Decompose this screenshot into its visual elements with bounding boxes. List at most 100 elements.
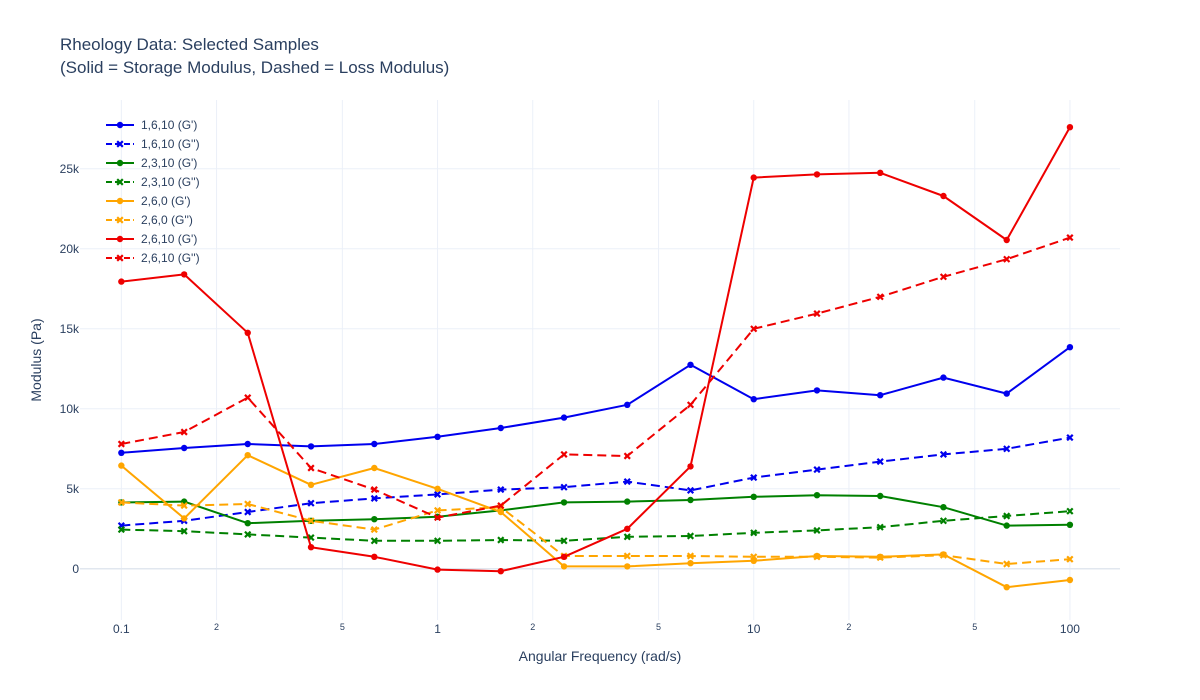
data-point[interactable]: [813, 492, 821, 499]
data-point[interactable]: [750, 174, 757, 181]
data-point[interactable]: [497, 502, 505, 510]
data-point[interactable]: [497, 568, 504, 575]
data-point[interactable]: [940, 374, 947, 381]
data-point[interactable]: [623, 552, 631, 560]
data-point[interactable]: [497, 536, 505, 544]
data-point[interactable]: [434, 433, 441, 440]
data-point[interactable]: [244, 440, 251, 448]
data-point[interactable]: [1003, 512, 1011, 520]
data-point[interactable]: [371, 464, 378, 472]
data-point[interactable]: [370, 494, 378, 502]
data-point[interactable]: [180, 527, 188, 535]
data-point[interactable]: [560, 537, 568, 545]
data-point[interactable]: [244, 452, 251, 459]
data-point[interactable]: [877, 492, 884, 500]
legend-swatch-marker[interactable]: [116, 140, 124, 148]
data-point[interactable]: [434, 485, 441, 492]
data-point[interactable]: [939, 273, 948, 281]
data-point[interactable]: [433, 506, 442, 514]
data-point[interactable]: [686, 532, 695, 540]
data-point[interactable]: [180, 444, 188, 452]
data-point[interactable]: [1003, 236, 1010, 244]
data-point[interactable]: [1066, 124, 1074, 131]
data-point[interactable]: [1003, 390, 1010, 397]
data-point[interactable]: [1003, 522, 1010, 529]
data-point[interactable]: [370, 486, 378, 494]
data-point[interactable]: [623, 478, 631, 486]
data-point[interactable]: [434, 566, 441, 573]
data-point[interactable]: [497, 486, 505, 494]
data-point[interactable]: [180, 502, 188, 510]
data-point[interactable]: [686, 486, 695, 494]
data-point[interactable]: [371, 553, 378, 560]
data-point[interactable]: [687, 463, 694, 470]
data-point[interactable]: [1003, 255, 1011, 263]
data-point[interactable]: [244, 394, 252, 402]
data-point[interactable]: [687, 560, 694, 567]
data-point[interactable]: [939, 517, 948, 525]
legend-swatch-marker[interactable]: [116, 197, 124, 205]
legend-swatch-marker[interactable]: [116, 121, 124, 129]
legend-swatch-marker[interactable]: [116, 235, 124, 243]
legend-item[interactable]: 2,3,10 (G'): [106, 156, 197, 170]
data-point[interactable]: [876, 554, 884, 562]
data-point[interactable]: [307, 443, 315, 450]
data-point[interactable]: [244, 500, 252, 508]
data-point[interactable]: [1003, 584, 1010, 591]
data-point[interactable]: [433, 537, 442, 545]
data-point[interactable]: [244, 530, 252, 538]
legend-item[interactable]: 2,6,10 (G''): [106, 251, 200, 265]
data-point[interactable]: [118, 449, 125, 456]
data-point[interactable]: [750, 325, 758, 333]
legend-item[interactable]: 1,6,10 (G'): [106, 118, 197, 132]
data-point[interactable]: [750, 474, 758, 482]
data-point[interactable]: [624, 401, 631, 408]
data-point[interactable]: [117, 440, 125, 448]
data-point[interactable]: [687, 496, 694, 504]
data-point[interactable]: [687, 361, 694, 368]
legend[interactable]: 1,6,10 (G') 1,6,10 (G'') 2,3,10 (G') 2,3,10…: [106, 118, 200, 265]
data-point[interactable]: [813, 553, 821, 561]
data-point[interactable]: [244, 329, 251, 336]
legend-item[interactable]: 2,6,0 (G''): [106, 213, 193, 227]
data-point[interactable]: [118, 462, 125, 469]
data-point[interactable]: [244, 520, 251, 527]
data-point[interactable]: [624, 563, 631, 570]
data-point[interactable]: [370, 537, 378, 545]
data-point[interactable]: [624, 525, 631, 532]
data-point[interactable]: [1003, 560, 1011, 568]
legend-swatch-marker[interactable]: [116, 178, 124, 186]
data-point[interactable]: [560, 483, 568, 491]
data-point[interactable]: [623, 452, 631, 460]
data-point[interactable]: [750, 396, 757, 403]
data-point[interactable]: [118, 278, 125, 285]
data-point[interactable]: [876, 458, 884, 466]
legend-swatch-marker[interactable]: [116, 254, 124, 262]
data-point[interactable]: [370, 526, 378, 534]
data-point[interactable]: [371, 440, 378, 448]
data-point[interactable]: [180, 515, 188, 522]
data-point[interactable]: [1066, 344, 1074, 351]
data-point[interactable]: [1066, 521, 1074, 528]
data-point[interactable]: [750, 493, 757, 500]
data-point[interactable]: [750, 553, 758, 561]
data-point[interactable]: [560, 450, 568, 458]
data-point[interactable]: [307, 517, 315, 525]
data-point[interactable]: [560, 563, 568, 570]
data-point[interactable]: [180, 271, 188, 278]
data-point[interactable]: [497, 503, 505, 511]
data-point[interactable]: [877, 392, 884, 399]
data-point[interactable]: [876, 523, 884, 531]
legend-swatch-marker[interactable]: [116, 159, 124, 167]
data-point[interactable]: [244, 508, 252, 516]
data-point[interactable]: [1066, 234, 1074, 242]
data-point[interactable]: [939, 551, 948, 559]
legend-swatch-marker[interactable]: [116, 216, 124, 224]
data-point[interactable]: [117, 526, 125, 534]
legend-item[interactable]: 2,6,0 (G'): [106, 194, 191, 208]
data-point[interactable]: [371, 516, 378, 523]
data-point[interactable]: [497, 508, 504, 516]
legend-item[interactable]: 2,6,10 (G'): [106, 232, 197, 246]
legend-item[interactable]: 1,6,10 (G''): [106, 137, 200, 151]
data-point[interactable]: [813, 526, 821, 534]
